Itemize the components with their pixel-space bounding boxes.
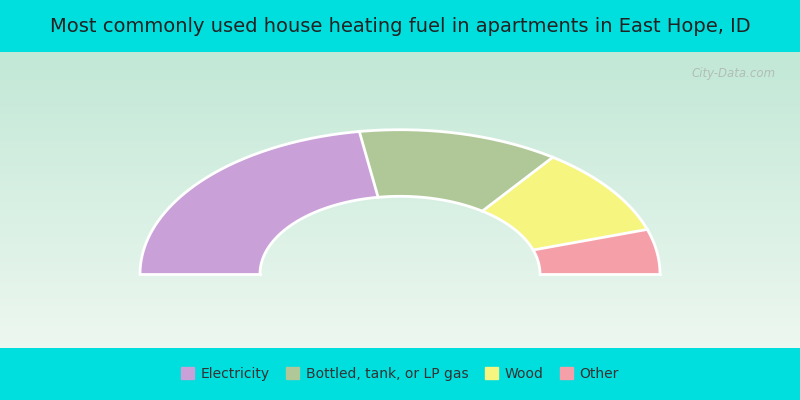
Polygon shape: [533, 230, 660, 274]
Text: Most commonly used house heating fuel in apartments in East Hope, ID: Most commonly used house heating fuel in…: [50, 16, 750, 36]
Legend: Electricity, Bottled, tank, or LP gas, Wood, Other: Electricity, Bottled, tank, or LP gas, W…: [181, 367, 619, 381]
Polygon shape: [140, 132, 378, 274]
Text: City-Data.com: City-Data.com: [692, 67, 776, 80]
Polygon shape: [359, 130, 553, 211]
Polygon shape: [482, 157, 647, 250]
